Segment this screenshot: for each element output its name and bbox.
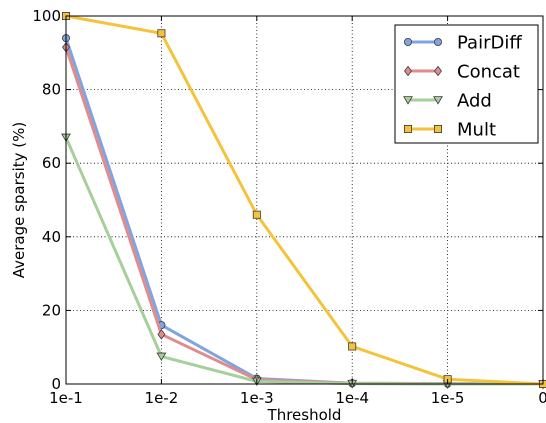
legend-label: Add (457, 91, 492, 112)
legend-marker (433, 125, 442, 134)
legend-item-add: Add (403, 91, 492, 112)
series-line-mult (65, 14, 544, 386)
y-tick-label: 100 (32, 7, 61, 25)
legend: PairDiff Concat Add Mult (394, 24, 539, 144)
legend-item-mult: Mult (403, 120, 496, 141)
legend-marker (403, 125, 412, 134)
data-point-concat (157, 329, 166, 340)
x-tick-label: 1e-1 (49, 389, 83, 407)
x-tick-label: 0 (538, 389, 546, 407)
x-tick-label: 1e-3 (240, 389, 274, 407)
ticks: 1e-1 1e-2 1e-3 1e-4 1e-5 0 0 20 40 60 80 100 (32, 7, 546, 407)
y-tick-label: 60 (42, 154, 61, 172)
x-axis-title: Threshold (267, 406, 342, 423)
legend-label: PairDiff (457, 33, 522, 54)
y-tick-label: 0 (51, 375, 61, 393)
series-add (61, 133, 546, 389)
legend-item-pairdiff: PairDiff (403, 33, 522, 54)
x-tick-label: 1e-5 (431, 389, 465, 407)
legend-marker (404, 65, 412, 77)
legend-label: Concat (457, 62, 520, 83)
legend-item-concat: Concat (404, 62, 520, 83)
legend-marker (433, 96, 443, 105)
legend-box (394, 24, 539, 144)
y-tick-label: 80 (42, 81, 61, 99)
x-tick-label: 1e-2 (145, 389, 179, 407)
y-tick-label: 40 (42, 228, 61, 246)
legend-marker (433, 38, 442, 47)
legend-marker (434, 65, 442, 77)
data-point-mult (157, 29, 166, 38)
legend-marker (403, 96, 413, 105)
legend-label: Mult (457, 120, 496, 141)
y-tick-label: 20 (42, 301, 61, 319)
legend-marker (403, 38, 412, 47)
grid (66, 16, 543, 384)
x-tick-label: 1e-4 (335, 389, 369, 407)
data-point-mult (348, 342, 357, 351)
data-point-add (156, 352, 167, 361)
plot-frame (65, 15, 544, 385)
y-axis-title: Average sparsity (%) (10, 122, 28, 279)
data-point-mult (252, 210, 261, 219)
